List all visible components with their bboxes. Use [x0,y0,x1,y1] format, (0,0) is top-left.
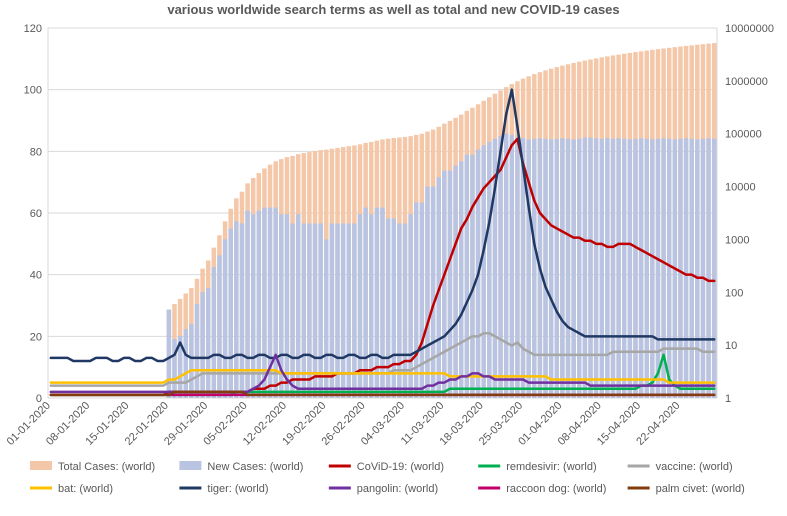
left-axis-tick: 60 [30,208,42,220]
bar-new-cases [313,224,317,398]
bar-new-cases [600,139,604,398]
right-axis-tick: 10000000 [725,23,774,35]
bar-new-cases [403,224,407,398]
bar-new-cases [172,339,176,398]
bar-new-cases [212,267,216,398]
bar-new-cases [644,139,648,398]
bar-new-cases [318,224,322,398]
right-axis-tick: 1 [725,393,731,405]
left-axis-tick: 20 [30,331,42,343]
bar-new-cases [706,138,710,398]
bar-new-cases [183,329,187,398]
legend-label: palm civet: (world) [656,483,745,495]
right-axis-tick: 10000 [725,182,756,194]
bar-new-cases [639,138,643,398]
bar-new-cases [431,187,435,398]
bar-new-cases [189,324,193,398]
bar-new-cases [341,224,345,398]
bar-new-cases [425,187,429,398]
bar-new-cases [195,304,199,398]
bar-new-cases [510,135,514,398]
bar-new-cases [217,255,221,398]
bar-new-cases [442,171,446,398]
bar-new-cases [296,214,300,398]
bar-new-cases [206,288,210,398]
right-axis-tick: 100000 [725,129,762,141]
bar-new-cases [285,214,289,398]
chart-title: various worldwide search terms as well a… [167,2,619,17]
legend-swatch [30,461,52,470]
bar-new-cases [515,137,519,398]
bar-new-cases [555,139,559,398]
bar-new-cases [498,136,502,398]
right-axis-tick: 10 [725,340,737,352]
legend-label: New Cases: (world) [207,461,303,473]
bar-new-cases [701,139,705,398]
bar-new-cases [695,139,699,398]
bar-new-cases [549,139,553,398]
bar-new-cases [240,224,244,398]
bar-new-cases [684,138,688,398]
bar-new-cases [420,202,424,398]
left-axis-tick: 40 [30,270,42,282]
legend-label: bat: (world) [58,483,113,495]
left-axis-tick: 80 [30,146,42,158]
bar-new-cases [571,139,575,398]
bar-new-cases [583,137,587,398]
bar-new-cases [622,139,626,398]
bar-new-cases [335,224,339,398]
legend-label: CoViD-19: (world) [357,461,444,473]
bar-new-cases [594,138,598,398]
bar-new-cases [712,139,716,398]
bar-new-cases [678,139,682,398]
left-axis-tick: 120 [24,23,42,35]
bar-new-cases [611,139,615,398]
bar-new-cases [504,134,508,398]
right-axis-tick: 1000 [725,234,749,246]
bar-new-cases [307,224,311,398]
bar-new-cases [459,161,463,398]
legend-label: pangolin: (world) [357,483,438,495]
bar-new-cases [605,138,609,398]
bar-new-cases [453,166,457,398]
bar-new-cases [667,139,671,398]
legend-label: tiger: (world) [207,483,268,495]
bar-new-cases [588,138,592,398]
bar-new-cases [628,139,632,398]
chart-container: various worldwide search terms as well a… [0,0,787,516]
bar-new-cases [560,138,564,398]
bar-new-cases [532,139,536,398]
legend-label: raccoon dog: (world) [506,483,606,495]
bar-new-cases [290,224,294,398]
bar-new-cases [481,145,485,398]
bar-new-cases [380,208,384,398]
bar-new-cases [347,224,351,398]
bar-new-cases [200,292,204,398]
legend-label: Total Cases: (world) [58,461,155,473]
right-axis-tick: 100 [725,287,743,299]
bar-new-cases [566,139,570,398]
bar-new-cases [577,139,581,398]
legend-swatch [179,461,201,470]
bar-new-cases [650,139,654,398]
bar-new-cases [616,138,620,398]
bar-new-cases [633,139,637,398]
bar-new-cases [448,171,452,398]
bar-new-cases [397,224,401,398]
chart-svg: various worldwide search terms as well a… [0,0,787,516]
bar-new-cases [302,224,306,398]
bar-new-cases [656,139,660,398]
bar-new-cases [330,224,334,398]
bar-new-cases [543,139,547,398]
left-axis-tick: 100 [24,85,42,97]
bar-new-cases [689,139,693,398]
legend-label: vaccine: (world) [656,461,733,473]
bar-new-cases [470,155,474,398]
right-axis-tick: 1000000 [725,76,768,88]
bar-new-cases [465,155,469,398]
legend-label: remdesivir: (world) [506,461,596,473]
